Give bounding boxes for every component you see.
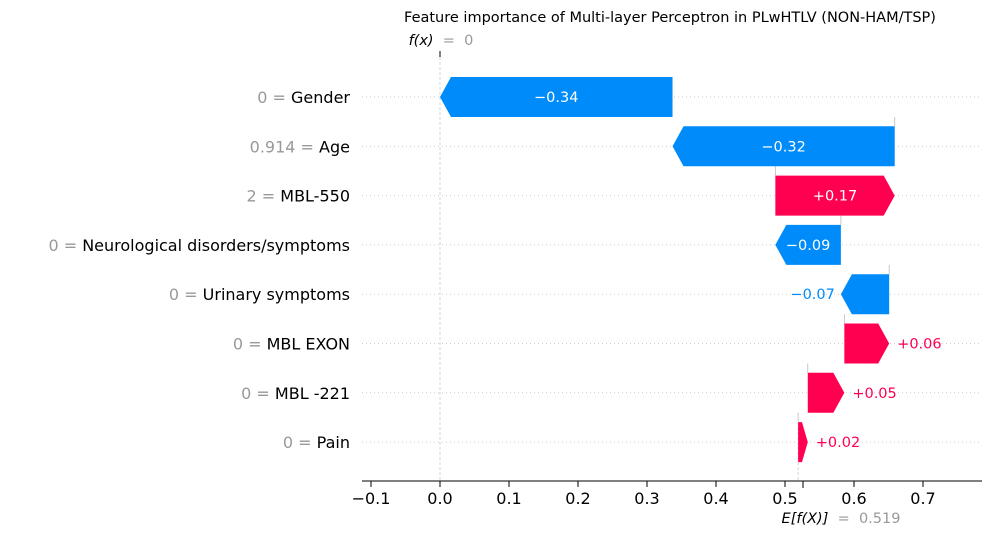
feature-value: 0 = bbox=[283, 433, 317, 452]
feature-value: 0 = bbox=[48, 236, 82, 255]
feature-name: MBL -221 bbox=[275, 384, 350, 403]
value-label: +0.06 bbox=[897, 337, 941, 353]
bars bbox=[440, 77, 895, 463]
ex-label: E[f(X)] bbox=[782, 511, 829, 527]
bar-urinary-symptoms bbox=[840, 274, 890, 315]
feature-value: 0.914 = bbox=[250, 137, 319, 156]
x-tick-label: 0.4 bbox=[703, 489, 728, 508]
x-tick-label: −0.1 bbox=[352, 489, 391, 508]
bar-mbl-exon bbox=[844, 323, 890, 364]
x-tick-label: 0.5 bbox=[772, 489, 797, 508]
x-tick-label: 0.7 bbox=[910, 489, 935, 508]
value-label: +0.05 bbox=[852, 386, 896, 402]
value-label: −0.32 bbox=[761, 139, 805, 155]
value-label: −0.07 bbox=[790, 287, 834, 303]
fx-annotation: f(x) = 0 bbox=[409, 33, 474, 57]
x-ticks: −0.1 0.0 0.1 0.2 0.3 0.4 0.5 0.6 0.7 bbox=[352, 481, 936, 508]
x-tick-label: 0.0 bbox=[427, 489, 452, 508]
chart-title: Feature importance of Multi-layer Percep… bbox=[404, 10, 936, 26]
feature-value: 0 = bbox=[241, 384, 275, 403]
bar-mbl-221 bbox=[807, 372, 845, 413]
bar-pain bbox=[798, 422, 808, 463]
feature-label: 0 = Gender bbox=[257, 88, 350, 107]
feature-label: 0.914 = Age bbox=[250, 137, 350, 156]
fx-value: 0 bbox=[464, 33, 473, 49]
feature-label: 0 = MBL -221 bbox=[241, 384, 350, 403]
bar-neurological-disorders-symptoms bbox=[775, 224, 841, 265]
feature-label: 0 = Pain bbox=[283, 433, 350, 452]
feature-label: 0 = MBL EXON bbox=[233, 335, 350, 354]
feature-label: 0 = Urinary symptoms bbox=[169, 285, 350, 304]
value-labels: −0.34 −0.32 +0.17 −0.09 −0.07 +0.06 +0.05 +0.02 bbox=[534, 90, 942, 451]
feature-value: 0 = bbox=[233, 335, 267, 354]
ex-value: 0.519 bbox=[859, 511, 901, 527]
svg-text:f(x) = 0: f(x) = 0 bbox=[409, 33, 474, 49]
x-axis: −0.1 0.0 0.1 0.2 0.3 0.4 0.5 0.6 0.7 bbox=[352, 480, 982, 508]
x-tick-label: 0.6 bbox=[841, 489, 866, 508]
feature-name: Urinary symptoms bbox=[203, 285, 350, 304]
feature-value: 0 = bbox=[169, 285, 203, 304]
feature-name: MBL EXON bbox=[267, 335, 350, 354]
feature-value: 0 = bbox=[257, 88, 291, 107]
feature-value: 2 = bbox=[247, 187, 281, 206]
ex-annotation: E[f(X)] = 0.519 bbox=[782, 481, 901, 527]
value-label: +0.02 bbox=[816, 435, 860, 451]
x-tick-label: 0.2 bbox=[565, 489, 590, 508]
feature-name: Age bbox=[319, 137, 350, 156]
feature-name: Neurological disorders/symptoms bbox=[82, 236, 350, 255]
value-label: −0.34 bbox=[534, 90, 578, 106]
x-tick-label: 0.1 bbox=[496, 489, 521, 508]
feature-name: Pain bbox=[317, 433, 350, 452]
reference-lines bbox=[439, 57, 896, 481]
bar-mbl-550 bbox=[775, 175, 895, 216]
feature-labels: 0 = Gender 0.914 = Age 2 = MBL-550 0 = Neur… bbox=[48, 88, 350, 452]
feature-name: MBL-550 bbox=[280, 187, 350, 206]
value-label: +0.17 bbox=[813, 189, 857, 205]
bar-age bbox=[672, 126, 895, 167]
x-tick-label: 0.3 bbox=[634, 489, 659, 508]
svg-text:E[f(X)] = 0.519: E[f(X)] = 0.519 bbox=[782, 511, 901, 527]
feature-label: 0 = Neurological disorders/symptoms bbox=[48, 236, 350, 255]
value-label: −0.09 bbox=[786, 238, 830, 254]
bar-gender bbox=[440, 77, 673, 117]
feature-label: 2 = MBL-550 bbox=[247, 187, 351, 206]
feature-name: Gender bbox=[291, 88, 350, 107]
fx-label: f(x) bbox=[409, 33, 434, 49]
